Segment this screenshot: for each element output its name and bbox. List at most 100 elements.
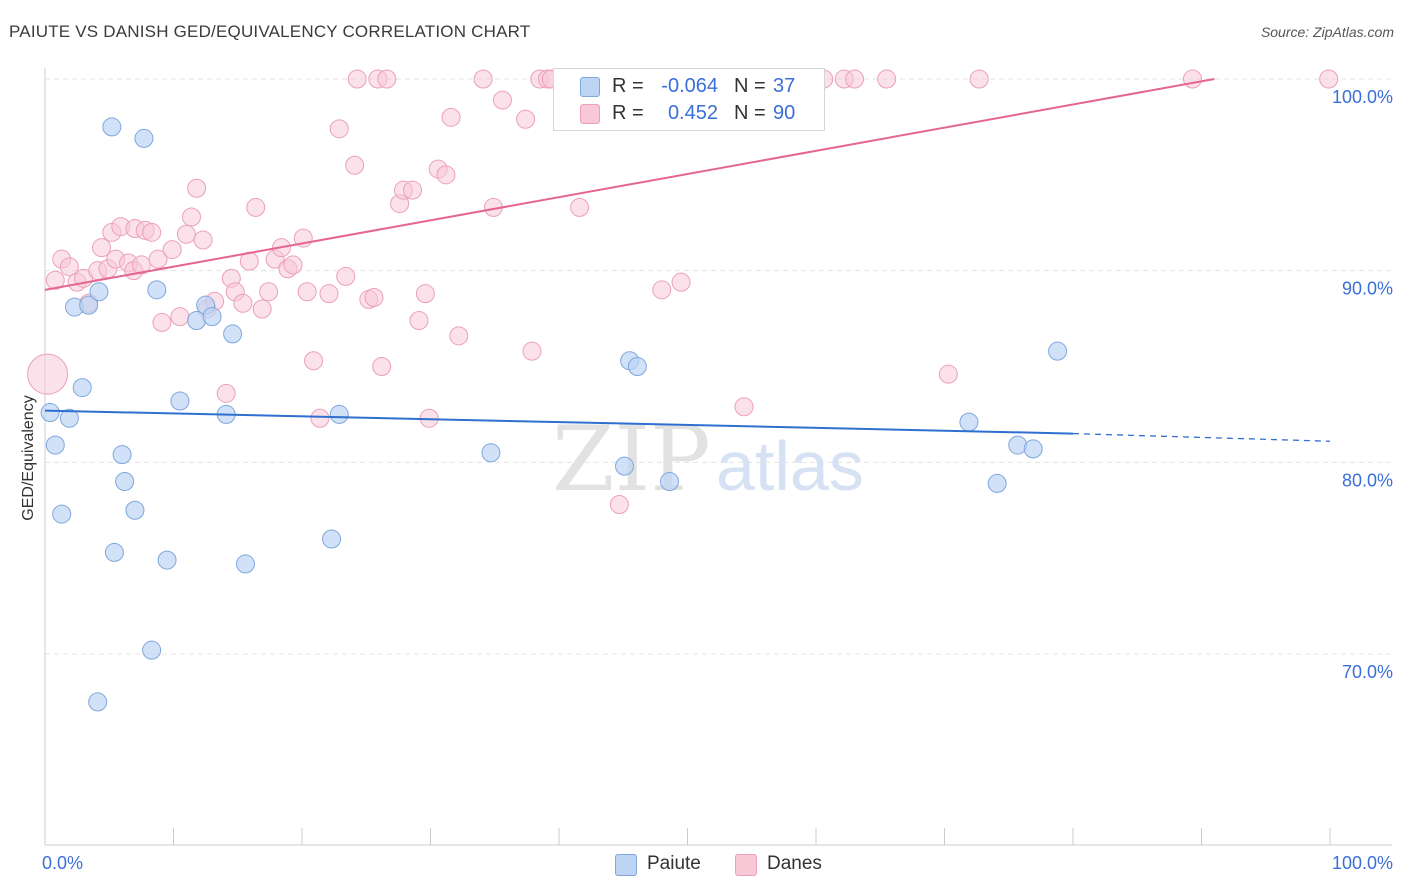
paiute-point (322, 529, 342, 549)
axes (44, 68, 1392, 846)
paiute-point (72, 378, 92, 398)
correlation-legend: R = -0.064 N = 37 R = 0.452 N = 90 (553, 68, 825, 131)
paiute-legend-swatch (615, 854, 637, 876)
danes-point (409, 311, 429, 330)
danes-point (522, 341, 542, 361)
danes-legend-swatch (735, 854, 757, 876)
legend-row-paiute: R = -0.064 N = 37 (554, 73, 824, 99)
paiute-point (59, 408, 79, 428)
danes-point (492, 90, 512, 110)
danes-point (170, 307, 190, 327)
danes-point (1183, 69, 1203, 89)
danes-point (372, 357, 392, 376)
danes-point (216, 383, 236, 403)
paiute-point (89, 282, 109, 302)
danes-point (304, 351, 324, 371)
paiute-point (142, 640, 162, 660)
y-axis-label: GED/Equivalency (20, 395, 37, 520)
paiute-point (615, 456, 635, 476)
danes-point (283, 255, 303, 275)
danes-point (609, 495, 629, 514)
paiute-point (1023, 439, 1043, 459)
paiute-point (660, 472, 680, 491)
danes-point (259, 282, 279, 302)
watermark-atlas: atlas (716, 427, 864, 505)
danes-point (148, 249, 168, 269)
danes-point (652, 280, 672, 300)
paiute-point (112, 445, 132, 465)
paiute-n-label: N = (734, 75, 766, 97)
danes-r-value: 0.452 (667, 102, 718, 124)
chart-title: PAIUTE VS DANISH GED/EQUIVALENCY CORRELA… (9, 22, 531, 41)
danes-point (734, 397, 754, 417)
paiute-point (125, 500, 145, 520)
danes-point (436, 165, 456, 185)
paiute-trend-line (44, 409, 1074, 435)
paiute-points (40, 117, 1068, 712)
danes-point (364, 288, 384, 307)
danes-point (415, 284, 435, 304)
legend-row-danes: R = 0.452 N = 90 (554, 100, 824, 126)
danes-point (92, 238, 112, 258)
paiute-trend-extension (1072, 432, 1331, 442)
danes-point (441, 107, 461, 127)
danes-swatch (580, 104, 600, 124)
paiute-swatch (580, 77, 600, 97)
paiute-point (52, 504, 72, 524)
danes-point (152, 312, 172, 332)
danes-point (938, 364, 958, 384)
danes-point (162, 240, 182, 260)
paiute-point (235, 554, 255, 574)
paiute-r-value: -0.064 (661, 75, 718, 97)
danes-point (233, 293, 253, 313)
paiute-point (79, 295, 99, 315)
paiute-point (481, 443, 501, 463)
danes-point (142, 222, 162, 242)
x-tick-label: 100.0% (1332, 853, 1393, 873)
danes-point (193, 230, 213, 250)
danes-point (310, 408, 330, 428)
danes-point (319, 284, 339, 304)
danes-point (845, 69, 865, 89)
danes-trend-line (44, 78, 1215, 291)
paiute-point (104, 542, 124, 562)
paiute-legend-label: Paiute (647, 853, 701, 874)
danes-point (329, 119, 349, 139)
y-tick-label: 70.0% (1342, 662, 1393, 682)
danes-point (176, 224, 196, 244)
danes-point (59, 257, 79, 277)
danes-n-value: 90 (773, 102, 796, 124)
source-label: Source: ZipAtlas.com (1260, 24, 1394, 40)
paiute-point (627, 357, 647, 376)
danes-point (187, 178, 207, 198)
paiute-n-value: 37 (773, 75, 796, 97)
paiute-point (329, 404, 349, 424)
danes-point (347, 69, 367, 89)
danes-point (516, 109, 536, 129)
tick-labels: 70.0% 80.0% 90.0% 100.0% 0.0% 100.0% (42, 87, 1393, 873)
danes-point (345, 155, 365, 175)
danes-point (27, 353, 69, 395)
paiute-r-label: R = (612, 75, 644, 97)
danes-point (131, 255, 151, 275)
danes-point (473, 69, 493, 89)
paiute-point (223, 324, 243, 344)
danes-point (252, 299, 272, 319)
paiute-point (157, 550, 177, 570)
trend-lines (44, 78, 1331, 442)
paiute-point (1048, 341, 1068, 361)
danes-n-label: N = (734, 102, 766, 124)
danes-point (297, 282, 317, 302)
paiute-point (40, 403, 60, 422)
paiute-point (102, 117, 122, 137)
danes-point (336, 266, 356, 286)
paiute-point (170, 391, 190, 411)
paiute-point (147, 280, 167, 300)
danes-legend-label: Danes (767, 853, 822, 874)
danes-point (671, 272, 691, 292)
danes-point (45, 270, 65, 290)
paiute-point (987, 473, 1007, 493)
paiute-point (202, 307, 222, 327)
danes-point (181, 207, 201, 227)
